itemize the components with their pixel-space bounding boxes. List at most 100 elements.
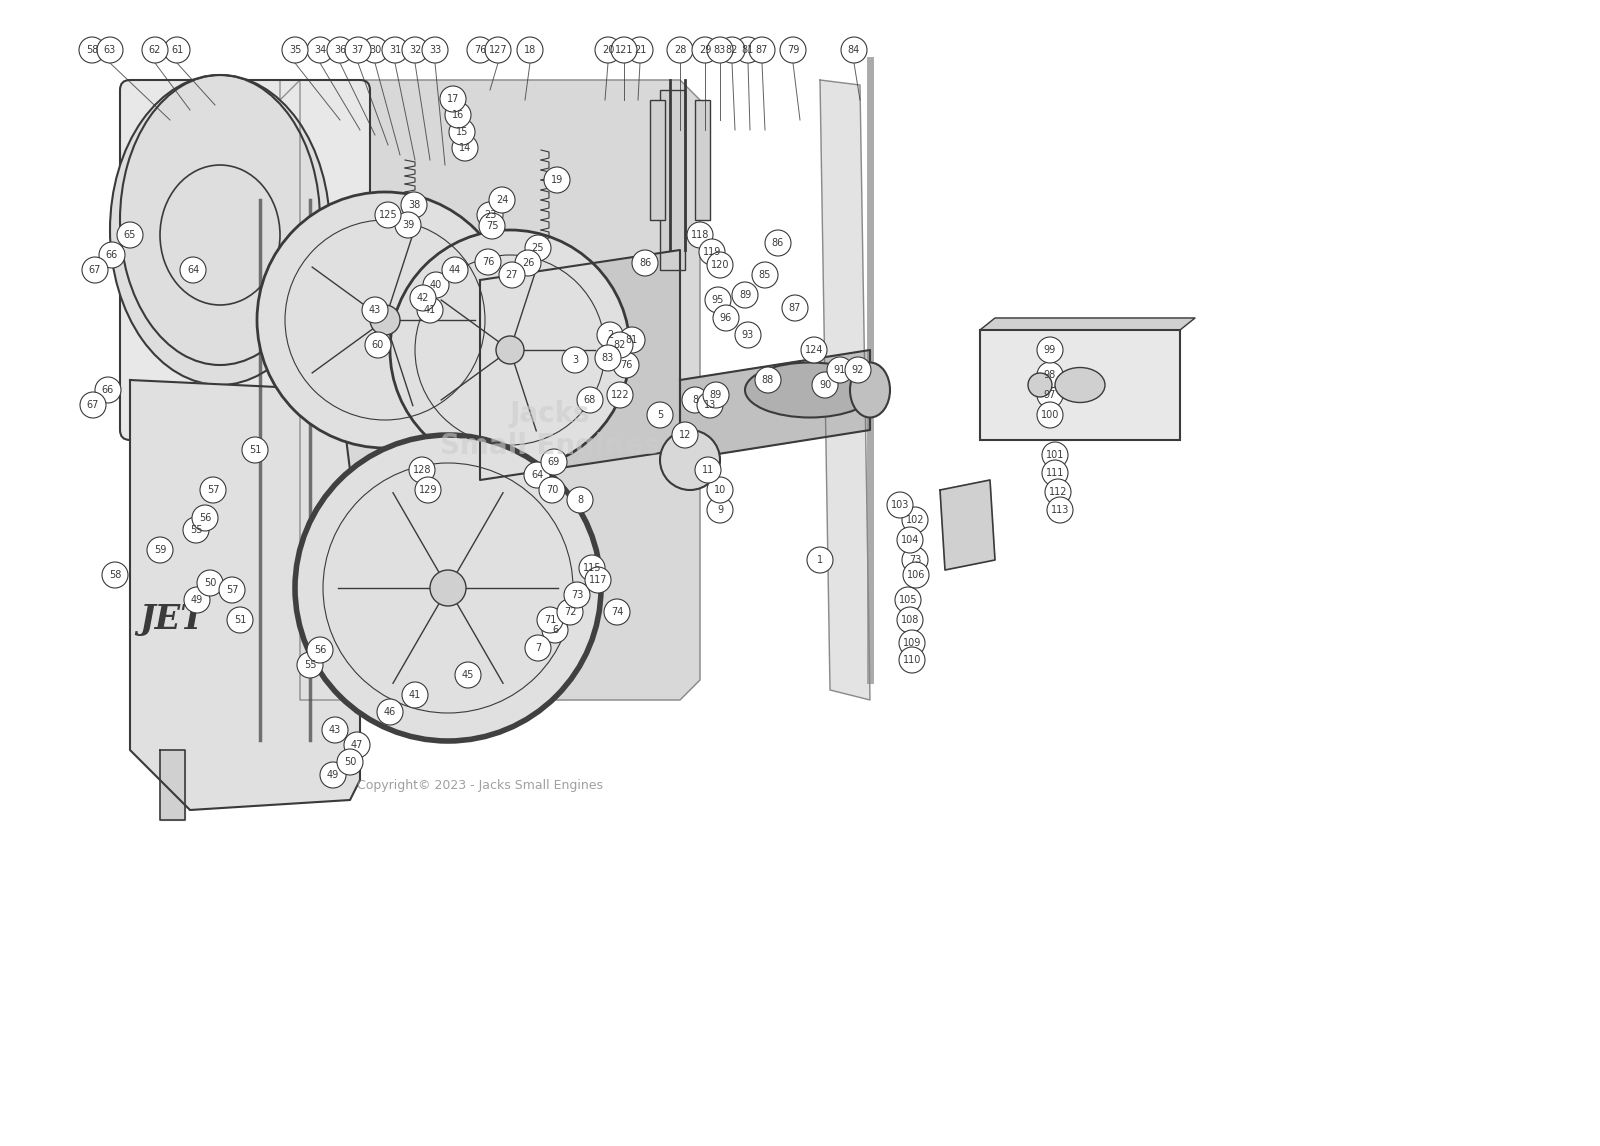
Text: 11: 11 <box>702 465 714 474</box>
Text: 83: 83 <box>602 353 614 363</box>
Circle shape <box>714 305 739 331</box>
Circle shape <box>579 555 605 581</box>
Text: 35: 35 <box>290 45 301 55</box>
Circle shape <box>842 37 867 63</box>
Circle shape <box>422 272 450 298</box>
Text: 18: 18 <box>523 45 536 55</box>
Text: 100: 100 <box>1042 410 1059 419</box>
Text: 88: 88 <box>762 375 774 385</box>
Text: 25: 25 <box>531 243 544 253</box>
Text: 92: 92 <box>851 364 864 375</box>
Circle shape <box>667 37 693 63</box>
Text: 99: 99 <box>1043 345 1056 355</box>
Text: 76: 76 <box>619 360 632 370</box>
Circle shape <box>402 682 429 708</box>
Circle shape <box>707 477 733 503</box>
Text: 34: 34 <box>314 45 326 55</box>
Circle shape <box>707 37 733 63</box>
Circle shape <box>765 230 790 256</box>
Text: 120: 120 <box>710 260 730 270</box>
Polygon shape <box>480 250 680 480</box>
Text: 103: 103 <box>891 500 909 510</box>
Text: 51: 51 <box>234 615 246 625</box>
Circle shape <box>734 37 762 63</box>
Circle shape <box>595 37 621 63</box>
Circle shape <box>707 497 733 523</box>
Bar <box>661 91 685 270</box>
Circle shape <box>453 135 478 160</box>
Text: 51: 51 <box>250 445 261 455</box>
Text: 47: 47 <box>350 740 363 749</box>
Text: 70: 70 <box>546 485 558 495</box>
Circle shape <box>898 527 923 554</box>
Text: 7: 7 <box>534 643 541 653</box>
Circle shape <box>611 37 637 63</box>
Text: 39: 39 <box>402 220 414 230</box>
Polygon shape <box>941 480 995 570</box>
Circle shape <box>82 257 109 283</box>
Circle shape <box>99 242 125 268</box>
Circle shape <box>80 392 106 418</box>
Circle shape <box>886 492 914 518</box>
Text: 33: 33 <box>429 45 442 55</box>
Text: 56: 56 <box>198 513 211 523</box>
Circle shape <box>646 402 674 427</box>
Circle shape <box>525 462 550 488</box>
Text: 109: 109 <box>902 638 922 647</box>
Text: 112: 112 <box>1048 487 1067 497</box>
Polygon shape <box>979 317 1195 330</box>
Circle shape <box>1042 442 1069 468</box>
Circle shape <box>1037 362 1062 388</box>
Circle shape <box>781 37 806 63</box>
Circle shape <box>410 457 435 482</box>
Circle shape <box>1037 402 1062 427</box>
Text: 45: 45 <box>462 670 474 680</box>
Bar <box>650 100 666 220</box>
Text: 57: 57 <box>206 485 219 495</box>
Text: 87: 87 <box>789 303 802 313</box>
Text: 57: 57 <box>226 584 238 595</box>
Circle shape <box>702 382 730 408</box>
Circle shape <box>147 537 173 563</box>
Text: 27: 27 <box>506 270 518 280</box>
Text: 110: 110 <box>902 656 922 665</box>
Text: JET: JET <box>139 604 205 636</box>
Circle shape <box>557 599 582 625</box>
Text: 76: 76 <box>474 45 486 55</box>
Text: 82: 82 <box>726 45 738 55</box>
Text: 87: 87 <box>755 45 768 55</box>
Text: 63: 63 <box>104 45 117 55</box>
Circle shape <box>606 382 634 408</box>
Circle shape <box>686 222 714 248</box>
Circle shape <box>467 37 493 63</box>
Circle shape <box>478 213 506 240</box>
Polygon shape <box>680 350 870 460</box>
Circle shape <box>182 517 210 543</box>
Circle shape <box>197 570 222 596</box>
Text: 75: 75 <box>486 221 498 231</box>
Ellipse shape <box>746 362 875 417</box>
Text: 81: 81 <box>626 335 638 345</box>
Circle shape <box>344 732 370 758</box>
Text: 113: 113 <box>1051 505 1069 515</box>
Circle shape <box>258 193 514 448</box>
Circle shape <box>707 252 733 278</box>
Text: 20: 20 <box>602 45 614 55</box>
Circle shape <box>613 352 638 378</box>
Circle shape <box>782 295 808 321</box>
Circle shape <box>362 297 387 323</box>
Text: 61: 61 <box>171 45 182 55</box>
Text: 44: 44 <box>450 265 461 275</box>
Text: 83: 83 <box>714 45 726 55</box>
Text: 89: 89 <box>739 290 750 300</box>
Circle shape <box>894 587 922 613</box>
Text: 42: 42 <box>418 293 429 303</box>
Circle shape <box>165 37 190 63</box>
Circle shape <box>378 699 403 725</box>
Text: 8: 8 <box>578 495 582 505</box>
Circle shape <box>382 37 408 63</box>
Text: 23: 23 <box>483 210 496 220</box>
Bar <box>694 100 710 220</box>
Text: 115: 115 <box>582 563 602 573</box>
Text: 41: 41 <box>410 690 421 700</box>
